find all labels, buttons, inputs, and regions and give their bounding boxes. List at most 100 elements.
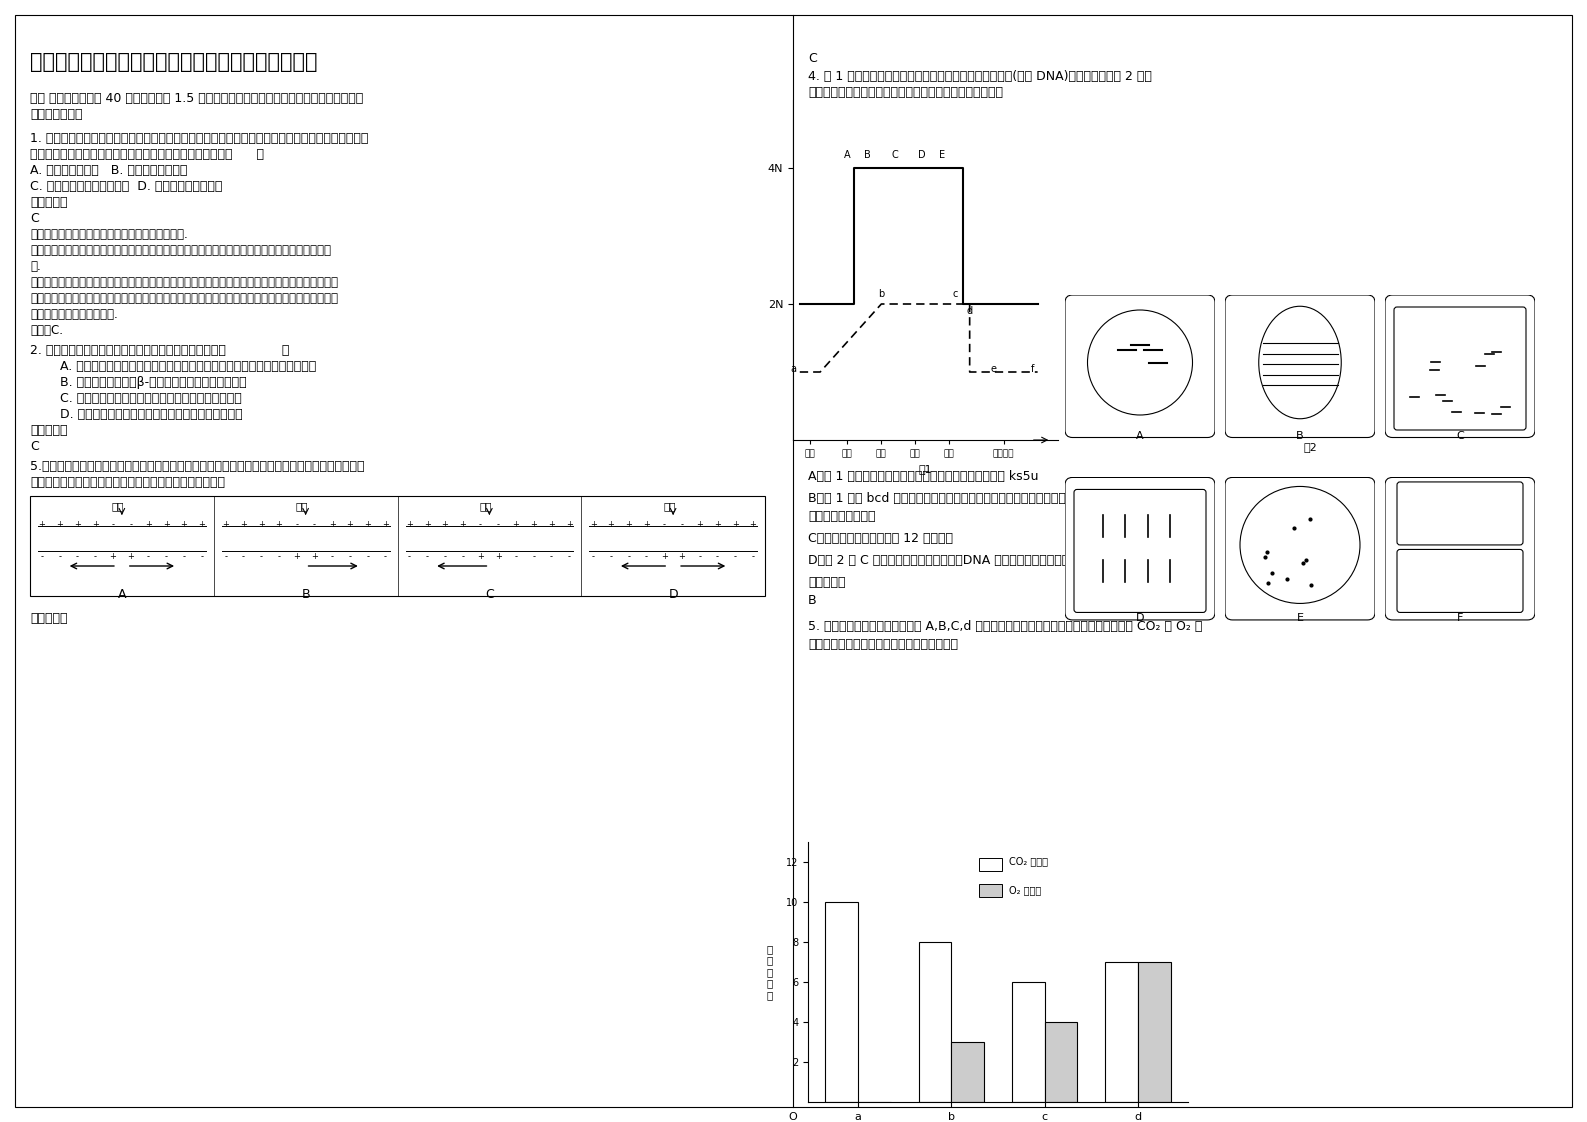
Text: -: - xyxy=(698,552,701,561)
FancyBboxPatch shape xyxy=(1397,482,1524,545)
Text: 参考答案：: 参考答案： xyxy=(30,196,68,209)
Text: +: + xyxy=(257,519,265,528)
Text: +: + xyxy=(294,552,300,561)
Ellipse shape xyxy=(1258,306,1341,419)
Text: B: B xyxy=(865,150,871,159)
Y-axis label: 气
体
相
对
值: 气 体 相 对 值 xyxy=(767,944,773,1000)
Text: 分解者的数量相对较少，所以在某些国家却对寒带地区森林中的残枝落叶等进行有限度的人工火烧，: 分解者的数量相对较少，所以在某些国家却对寒带地区森林中的残枝落叶等进行有限度的人… xyxy=(30,292,338,305)
FancyBboxPatch shape xyxy=(1065,295,1216,438)
Text: -: - xyxy=(663,519,667,528)
Text: -: - xyxy=(443,552,446,561)
Text: -: - xyxy=(551,552,552,561)
FancyBboxPatch shape xyxy=(1393,307,1527,430)
Text: +: + xyxy=(608,519,614,528)
Bar xyxy=(1013,982,1044,1102)
Text: E: E xyxy=(1297,614,1303,624)
Text: -: - xyxy=(568,552,571,561)
Text: -: - xyxy=(592,552,595,561)
Text: C: C xyxy=(892,150,898,159)
Text: -: - xyxy=(111,519,114,528)
Text: A. 转基因猪的细胞中含有人的生长激素基因，因而猪的生长速度快，个体大: A. 转基因猪的细胞中含有人的生长激素基因，因而猪的生长速度快，个体大 xyxy=(60,360,316,373)
Text: -: - xyxy=(532,552,535,561)
Text: -: - xyxy=(425,552,428,561)
Text: +: + xyxy=(679,552,686,561)
Text: +: + xyxy=(697,519,703,528)
Text: +: + xyxy=(513,519,519,528)
Text: +: + xyxy=(163,519,170,528)
Text: +: + xyxy=(75,519,81,528)
Text: -: - xyxy=(278,552,281,561)
Text: -: - xyxy=(148,552,151,561)
Bar xyxy=(979,857,1001,871)
Bar xyxy=(919,942,951,1102)
Text: F: F xyxy=(1457,614,1463,624)
Text: CO₂ 释放量: CO₂ 释放量 xyxy=(1009,856,1049,866)
Text: -: - xyxy=(627,552,630,561)
Text: 刺激: 刺激 xyxy=(111,502,124,511)
Bar xyxy=(30,496,765,596)
Text: C. 加速生态系统的分解过程  D. 提高森林的蓄水能力: C. 加速生态系统的分解过程 D. 提高森林的蓄水能力 xyxy=(30,180,222,193)
Text: 故选：C.: 故选：C. xyxy=(30,324,63,337)
Text: 一、 选择题（本题共 40 小题，每小题 1.5 分。在每小题给出的四个选项中，只有一项是符合: 一、 选择题（本题共 40 小题，每小题 1.5 分。在每小题给出的四个选项中，… xyxy=(30,92,363,105)
Text: C. 转基因植物合成的某些新蛋白质，引起个别人过敏: C. 转基因植物合成的某些新蛋白质，引起个别人过敏 xyxy=(60,392,241,405)
Text: +: + xyxy=(311,552,317,561)
FancyBboxPatch shape xyxy=(1225,295,1374,438)
Text: -: - xyxy=(752,552,754,561)
FancyBboxPatch shape xyxy=(1065,478,1216,620)
Text: C: C xyxy=(30,440,38,453)
Text: D: D xyxy=(668,588,678,601)
Text: +: + xyxy=(222,519,229,528)
Text: A: A xyxy=(1136,431,1144,441)
FancyBboxPatch shape xyxy=(1225,478,1374,620)
Text: +: + xyxy=(240,519,248,528)
Text: C: C xyxy=(486,588,494,601)
Text: 积变化的相对值如图，则下列叙述中正确的是: 积变化的相对值如图，则下列叙述中正确的是 xyxy=(808,638,959,651)
Text: 经冲动传导方向（横向箭头表示传导方向），其中正确的是: 经冲动传导方向（横向箭头表示传导方向），其中正确的是 xyxy=(30,476,225,489)
Text: a: a xyxy=(790,364,797,374)
Text: 2. 下列哪项明显体现了转基因生物引发的食物安全问题（              ）: 2. 下列哪项明显体现了转基因生物引发的食物安全问题（ ） xyxy=(30,344,289,357)
Text: +: + xyxy=(548,519,555,528)
Text: A．图 1 中实线表示染色体在有丝分裂过程中的变化规律 ks5u: A．图 1 中实线表示染色体在有丝分裂过程中的变化规律 ks5u xyxy=(808,470,1038,482)
Text: -: - xyxy=(514,552,517,561)
Text: B: B xyxy=(302,588,309,601)
Bar xyxy=(1044,1022,1078,1102)
Text: e: e xyxy=(990,364,997,374)
Text: D. 让转基因牛为人类生产凝血因子，并在牛奶中提取: D. 让转基因牛为人类生产凝血因子，并在牛奶中提取 xyxy=(60,408,243,421)
Text: d: d xyxy=(966,306,973,316)
Text: 【考点】物质循环和能量流动的基本规律及其应用.: 【考点】物质循环和能量流动的基本规律及其应用. xyxy=(30,228,187,241)
Text: +: + xyxy=(365,519,371,528)
Text: +: + xyxy=(625,519,632,528)
Text: -: - xyxy=(76,552,79,561)
Text: 参考答案：: 参考答案： xyxy=(808,576,846,589)
Text: -: - xyxy=(41,552,43,561)
Text: -: - xyxy=(295,519,298,528)
Text: -: - xyxy=(313,519,316,528)
Text: +: + xyxy=(749,519,757,528)
Text: +: + xyxy=(530,519,536,528)
Text: -: - xyxy=(200,552,203,561)
FancyBboxPatch shape xyxy=(1074,489,1206,613)
Text: +: + xyxy=(406,519,413,528)
Text: -: - xyxy=(129,519,132,528)
Text: +: + xyxy=(346,519,354,528)
Text: -: - xyxy=(609,552,613,561)
Text: B．图 1 虚线 bcd 染色体发生的变化是：着丝粒分裂，姐妹染色单体分离成为染色体，: B．图 1 虚线 bcd 染色体发生的变化是：着丝粒分裂，姐妹染色单体分离成为染… xyxy=(808,493,1119,505)
Text: b: b xyxy=(878,289,884,300)
Text: +: + xyxy=(56,519,63,528)
Text: 【分析】由我们所学的知识可以知道：分解者可以分解森林中的残枝落叶，转化成无机物，据此答: 【分析】由我们所学的知识可以知道：分解者可以分解森林中的残枝落叶，转化成无机物，… xyxy=(30,243,332,257)
Text: +: + xyxy=(181,519,187,528)
Text: O₂ 吸收量: O₂ 吸收量 xyxy=(1009,885,1041,895)
Text: +: + xyxy=(714,519,720,528)
Text: 图2: 图2 xyxy=(1303,442,1317,452)
FancyBboxPatch shape xyxy=(1385,478,1535,620)
Text: E: E xyxy=(940,150,946,159)
Text: C: C xyxy=(808,52,817,65)
Ellipse shape xyxy=(1239,487,1360,604)
Bar xyxy=(825,902,859,1102)
Text: 【解答】解：腐生性的细菌、真菌能分解森林中的残枝落叶等，属于分解者，但由于寒带地区森林中: 【解答】解：腐生性的细菌、真菌能分解森林中的残枝落叶等，属于分解者，但由于寒带地… xyxy=(30,276,338,289)
Text: 参考答案：: 参考答案： xyxy=(30,611,68,625)
Text: -: - xyxy=(241,552,244,561)
Text: B: B xyxy=(808,594,817,607)
Text: +: + xyxy=(276,519,282,528)
Text: +: + xyxy=(441,519,449,528)
